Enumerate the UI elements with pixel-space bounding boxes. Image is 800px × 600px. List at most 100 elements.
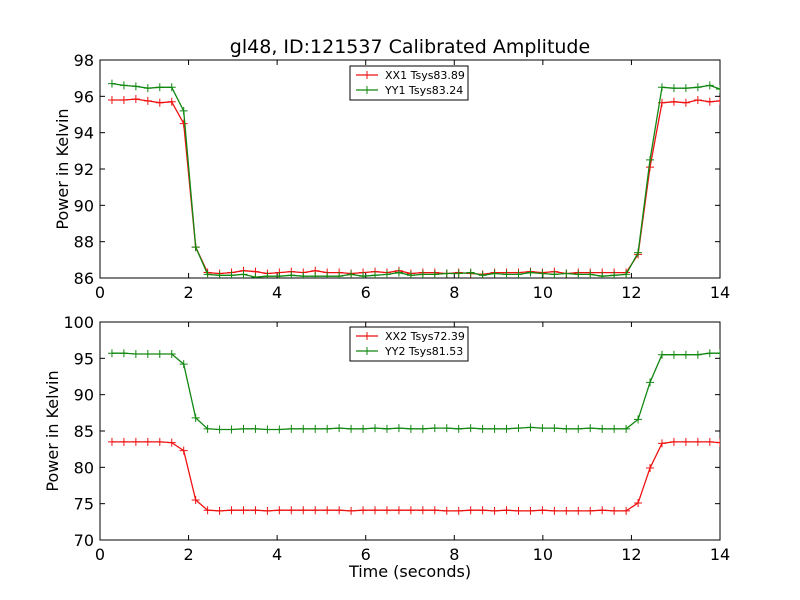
top-series-1-point — [143, 84, 152, 93]
bottom-series-1-point — [586, 424, 595, 433]
top-series-1-point — [490, 269, 499, 278]
top-series-0-point — [716, 96, 720, 105]
top-series-1-point — [299, 272, 308, 278]
top-series-1-point — [716, 85, 720, 94]
bottom-series-1-point — [681, 350, 690, 359]
bottom-series-1-point — [251, 424, 260, 433]
top-x-tick-label: 14 — [710, 283, 730, 302]
top-y-tick-label: 92 — [74, 160, 94, 179]
bottom-series-1-point — [634, 415, 643, 424]
top-series-1-point — [634, 248, 643, 257]
top-series-1-point — [287, 271, 296, 278]
bottom-series-1-point — [514, 424, 523, 433]
bottom-series-1-point — [502, 424, 511, 433]
top-series-0-point — [693, 95, 702, 104]
bottom-series-0-point — [705, 437, 714, 446]
bottom-series-0-point — [681, 437, 690, 446]
top-series-1-point — [191, 243, 200, 252]
bottom-series-0-point — [263, 506, 272, 515]
bottom-series-1-point — [526, 423, 535, 432]
chart-title: gl48, ID:121537 Calibrated Amplitude — [230, 36, 590, 58]
bottom-series-0-point — [107, 437, 116, 446]
bottom-series-0-point — [203, 506, 212, 515]
bottom-series-0-point — [335, 506, 344, 515]
top-y-tick-label: 96 — [74, 87, 94, 106]
top-series-1-point — [347, 270, 356, 278]
bottom-series-1-point — [323, 424, 332, 433]
top-series-0-point — [107, 95, 116, 104]
top-series-1-point — [454, 269, 463, 278]
top-series-1-point — [574, 270, 583, 278]
bottom-series-1-point — [131, 349, 140, 358]
top-series-1-point — [610, 271, 619, 278]
bottom-series-0-point — [454, 506, 463, 515]
top-x-tick-label: 10 — [533, 283, 553, 302]
top-series-1-point — [251, 273, 260, 278]
top-series-1-point — [538, 269, 547, 278]
bottom-series-1-point — [430, 424, 439, 433]
top-series-1-point — [382, 270, 391, 278]
bottom-series-1-point — [622, 424, 631, 433]
bottom-y-axis-label: Power in Kelvin — [43, 370, 62, 491]
bottom-series-1-point — [466, 424, 475, 433]
bottom-series-0-point — [179, 446, 188, 455]
top-y-tick-label: 98 — [74, 51, 94, 70]
bottom-series-0-point — [131, 437, 140, 446]
top-legend-marker-1 — [363, 86, 371, 94]
bottom-series-0-point — [418, 506, 427, 515]
top-series-1-point — [131, 82, 140, 91]
bottom-series-1-point — [371, 424, 380, 433]
top-series-1-point — [562, 269, 571, 278]
bottom-series-0-point — [550, 506, 559, 515]
bottom-legend-label-0: XX2 Tsys72.39 — [385, 330, 465, 343]
bottom-series-1-point — [263, 425, 272, 434]
top-series-0-point — [119, 95, 128, 104]
bottom-series-1-point — [610, 424, 619, 433]
bottom-series-0-point — [371, 506, 380, 515]
top-x-tick-label: 0 — [95, 283, 105, 302]
bottom-series-0-point — [227, 506, 236, 515]
bottom-x-tick-label: 4 — [272, 545, 282, 564]
bottom-series-1-point — [287, 424, 296, 433]
bottom-y-tick-label: 80 — [74, 458, 94, 477]
top-series-1-point — [681, 84, 690, 93]
bottom-series-0-point — [598, 506, 607, 515]
top-x-tick-label: 6 — [361, 283, 371, 302]
bottom-series-0-point — [502, 506, 511, 515]
top-series-1-point — [275, 272, 284, 278]
bottom-series-0-point — [191, 496, 200, 505]
bottom-x-tick-label: 0 — [95, 545, 105, 564]
top-x-tick-label: 4 — [272, 283, 282, 302]
bottom-series-1-point — [107, 349, 116, 358]
top-series-1-point — [394, 268, 403, 277]
bottom-series-0-point — [610, 506, 619, 515]
bottom-chart-panel: 0 2 4 6 8 10 12 14 70 75 80 85 90 95 100 Power in Kelvi… — [43, 313, 730, 581]
top-series-1-point — [502, 270, 511, 278]
bottom-series-0-point — [143, 437, 152, 446]
top-y-tick-label: 94 — [74, 124, 94, 143]
top-series-1-point — [167, 83, 176, 92]
top-series-0-point — [179, 119, 188, 128]
bottom-x-tick-label: 6 — [361, 545, 371, 564]
bottom-series-0-point — [323, 506, 332, 515]
bottom-legend-marker-1 — [363, 347, 371, 355]
bottom-series-0-point — [359, 506, 368, 515]
bottom-series-0-point — [586, 506, 595, 515]
bottom-series-0-point — [394, 506, 403, 515]
bottom-legend: XX2 Tsys72.39 YY2 Tsys81.53 — [349, 326, 469, 362]
bottom-series-1-point — [406, 424, 415, 433]
bottom-series-0-point — [693, 437, 702, 446]
bottom-series-0-point — [646, 464, 655, 473]
bottom-x-tick-label: 12 — [621, 545, 641, 564]
top-x-tick-label: 12 — [621, 283, 641, 302]
top-series-1-point — [215, 271, 224, 278]
bottom-y-tick-label: 75 — [74, 495, 94, 514]
bottom-series-1-point — [490, 424, 499, 433]
bottom-y-tick-label: 85 — [74, 422, 94, 441]
bottom-y-tick-label: 90 — [74, 386, 94, 405]
bottom-series-1-point — [335, 424, 344, 433]
bottom-x-tick-label: 8 — [449, 545, 459, 564]
bottom-legend-label-1: YY2 Tsys81.53 — [384, 345, 463, 358]
top-series-1-point — [418, 270, 427, 278]
